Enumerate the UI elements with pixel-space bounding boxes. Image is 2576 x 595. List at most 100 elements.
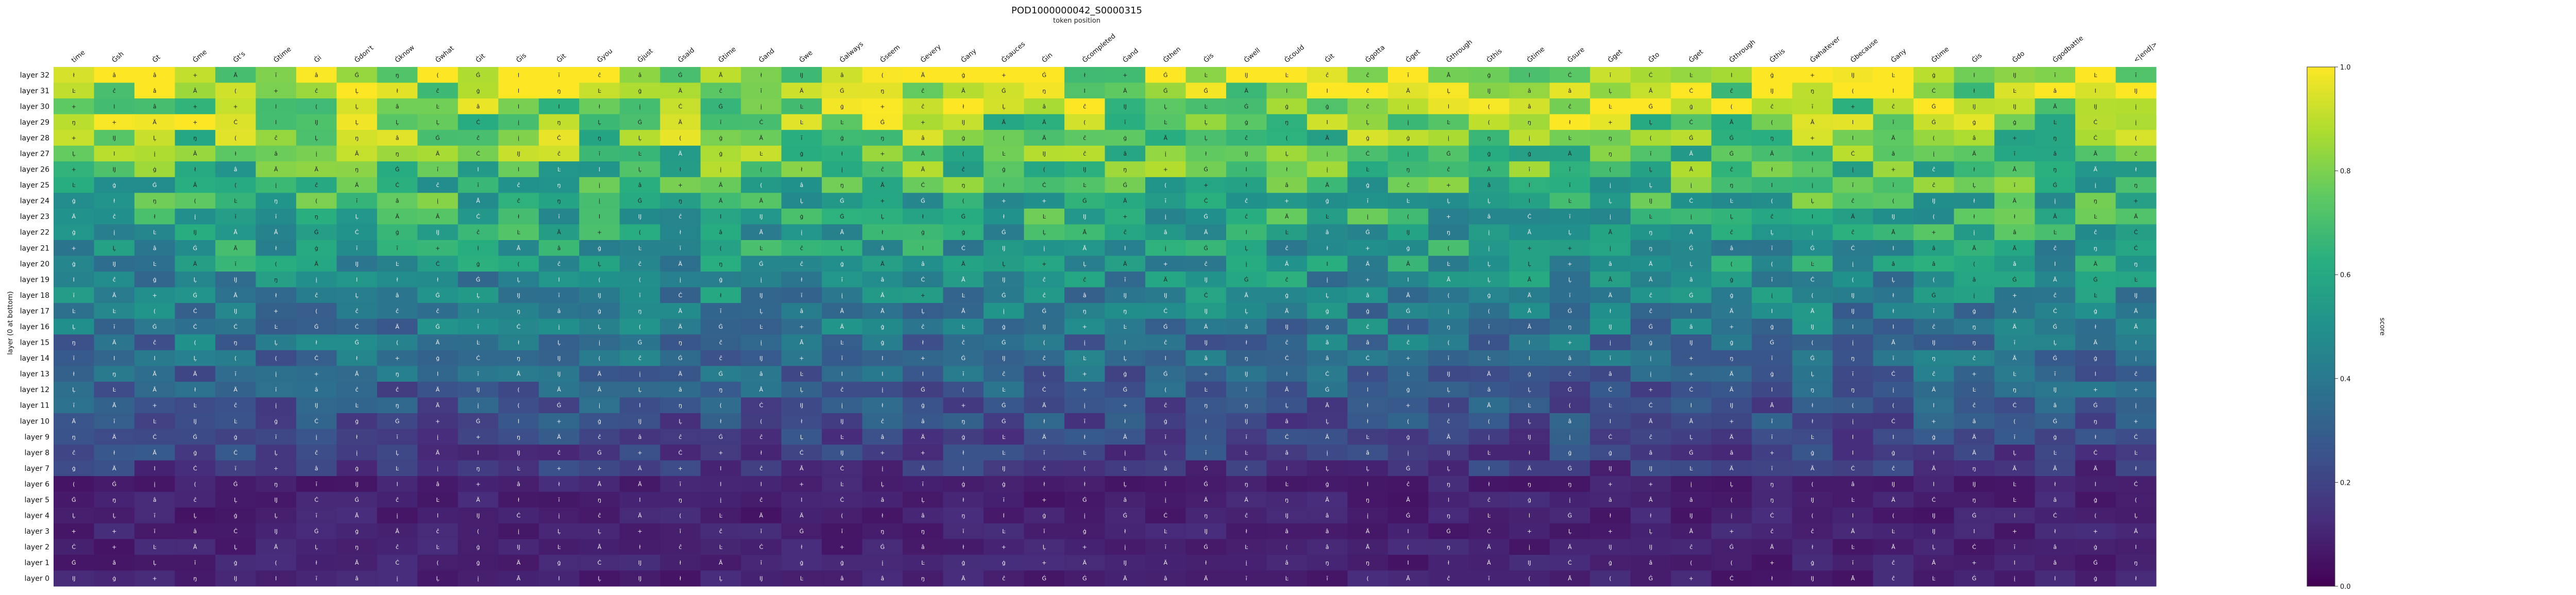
heatmap-cell [1630,570,1671,587]
heatmap-cell [1792,67,1833,83]
y-tick-label: layer 4 [25,512,50,520]
heatmap-cell [296,460,337,477]
heatmap-cell [822,366,863,382]
heatmap-cell [822,82,863,99]
heatmap-cell [134,491,175,508]
heatmap-cell [862,271,903,288]
heatmap-cell [1064,397,1105,414]
heatmap-cell [1266,130,1308,146]
heatmap-cell [1994,539,2036,555]
heatmap-cell [498,240,539,257]
heatmap-cell [2115,413,2157,430]
heatmap-cell [1105,491,1146,508]
heatmap-cell [1105,381,1146,398]
heatmap-cell [1590,366,1631,382]
x-tick-label: Ġsure [1566,45,1586,65]
heatmap-cell [1226,161,1267,178]
y-tick-label: layer 17 [20,307,49,315]
heatmap-cell [1468,208,1510,225]
heatmap-cell [1590,381,1631,398]
heatmap-cell [1064,445,1105,461]
heatmap-cell [417,554,459,571]
y-tick-label: layer 5 [25,496,49,504]
heatmap-cell [1671,271,1712,288]
heatmap-cell [2075,476,2116,492]
heatmap-cell [457,98,499,115]
heatmap-cell [538,240,580,257]
heatmap-cell [619,570,660,587]
heatmap-cell [1226,82,1267,99]
heatmap-cell [94,287,135,303]
heatmap-cell [619,429,660,445]
heatmap-cell [1226,130,1267,146]
heatmap-cell [1954,161,1995,178]
heatmap-cell [296,476,337,492]
heatmap-cell [1833,460,1874,477]
heatmap-cell [538,570,580,587]
heatmap-cell [1509,130,1550,146]
heatmap-cell [1590,303,1631,319]
y-tick-label: layer 21 [20,244,49,252]
heatmap-cell [1873,445,1914,461]
heatmap-cell [1185,318,1227,335]
heatmap-cell [1024,240,1065,257]
heatmap-cell [336,570,378,587]
heatmap-cell [1024,397,1065,414]
heatmap-cell [579,523,620,539]
heatmap-cell [256,413,297,430]
heatmap-cell [256,381,297,398]
heatmap-cell [984,429,1025,445]
heatmap-cell [1873,240,1914,257]
heatmap-cell [94,161,135,178]
heatmap-cell [1711,240,1752,257]
heatmap-cell [1468,570,1510,587]
heatmap-cell [256,539,297,555]
heatmap-cell [1873,130,1914,146]
heatmap-cell [1913,350,1955,366]
heatmap-cell [417,366,459,382]
heatmap-cell [1752,303,1793,319]
heatmap-cell [822,287,863,303]
heatmap-cell [1994,507,2036,524]
heatmap-cell [2115,350,2157,366]
heatmap-cell [1428,318,1469,335]
heatmap-cell [457,193,499,209]
heatmap-cell [175,271,216,288]
heatmap-cell [1630,381,1671,398]
heatmap-cell [822,476,863,492]
heatmap-cell [215,271,256,288]
heatmap-cell [1509,523,1550,539]
heatmap-cell [1307,177,1348,193]
heatmap-cell [1145,224,1186,241]
heatmap-cell [134,256,175,272]
heatmap-cell [1185,161,1227,178]
heatmap-cell [1468,224,1510,241]
heatmap-cell [1913,130,1955,146]
heatmap-cell [1266,429,1308,445]
heatmap-cell [1145,539,1186,555]
heatmap-cell [1994,334,2036,351]
heatmap-cell [94,193,135,209]
heatmap-cell [94,114,135,130]
heatmap-cell [1428,491,1469,508]
heatmap-cell [619,287,660,303]
heatmap-cell [943,413,984,430]
heatmap-cell [336,318,378,335]
heatmap-cell [1833,256,1874,272]
heatmap-cell [1792,381,1833,398]
heatmap-cell [1387,413,1429,430]
heatmap-cell [94,145,135,162]
heatmap-cell [256,334,297,351]
heatmap-cell [2115,554,2157,571]
heatmap-cell [781,98,822,115]
heatmap-cell [2035,240,2076,257]
heatmap-cell [903,193,944,209]
heatmap-cell [1509,366,1550,382]
heatmap-cell [1266,507,1308,524]
x-tick-label: Ġit [1323,52,1336,64]
heatmap-cell [1428,429,1469,445]
heatmap-cell [2115,429,2157,445]
heatmap-cell [1913,445,1955,461]
heatmap-cell [175,413,216,430]
heatmap-cell [700,413,741,430]
